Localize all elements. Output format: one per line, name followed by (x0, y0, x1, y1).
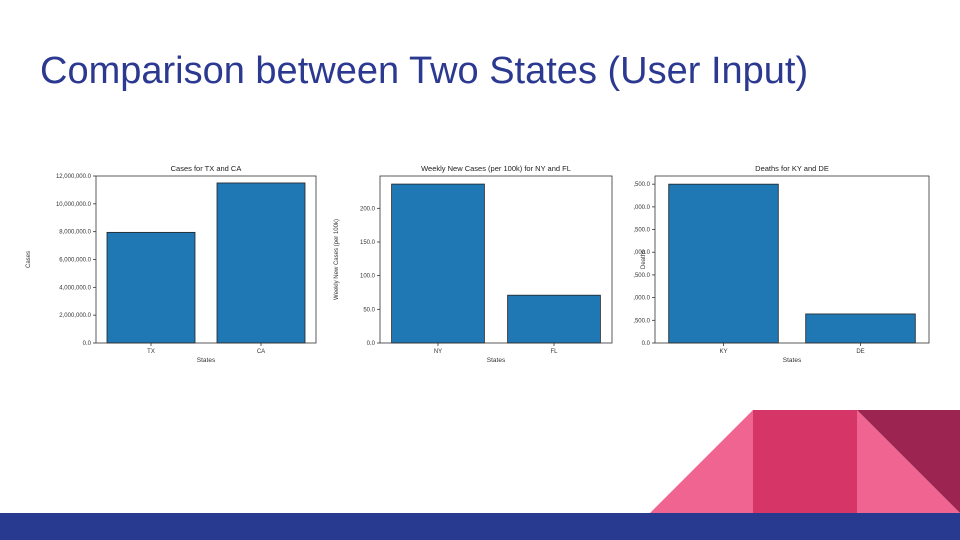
y-tick-label: 150.0 (360, 240, 376, 246)
bar-tx (106, 231, 196, 344)
plot-frame (654, 175, 930, 344)
y-tick-label: 6,000,000.0 (59, 258, 91, 264)
y-tick-label: 12,500.0 (633, 228, 651, 234)
x-tick-label: CA (257, 349, 265, 355)
y-tick-label: 2,000,000.0 (59, 313, 91, 319)
y-tick-label: 5,000.0 (633, 296, 651, 302)
x-axis-label: States (197, 357, 216, 364)
y-tick-label: 0.0 (642, 341, 651, 347)
chart-cases-tx-ca: 0.0 2,000,000.0 4,000,000.0 6,000,000.0 8,00… (18, 148, 318, 370)
chart-svg: 0.0 2,000,000.0 4,000,000.0 6,000,000.0 8,00… (26, 164, 317, 364)
bar-ny (391, 183, 485, 344)
chart-weekly-new-cases-ny-fl: 0.0 50.0 100.0 150.0 200.0 NY FL Weekly New Cas… (330, 148, 630, 370)
y-tick-label: 50.0 (363, 307, 375, 313)
y-axis-label: Weekly New Cases (per 100k) (334, 219, 340, 300)
chart-title: Weekly New Cases (per 100k) for NY and F… (421, 164, 571, 173)
bar-ca (216, 182, 306, 344)
y-tick-label: 100.0 (360, 274, 376, 280)
y-axis-label: Cases (26, 251, 32, 268)
y-tick-label: 4,000,000.0 (59, 285, 91, 291)
x-tick-label: FL (550, 349, 558, 355)
x-tick-label: KY (719, 349, 727, 355)
y-tick-label: 10,000.0 (633, 250, 651, 256)
y-axis-label: Deaths (641, 250, 647, 269)
y-tick-label: 2,500.0 (633, 318, 651, 324)
chart-deaths-ky-de: 0.0 2,500.0 5,000.0 7,500.0 10,000.0 12,500.0… (633, 148, 933, 370)
decor-square (753, 410, 857, 513)
x-tick-label: DE (856, 349, 864, 355)
y-tick-label: 8,000,000.0 (59, 230, 91, 236)
y-tick-label: 200.0 (360, 206, 376, 212)
x-axis-label: States (783, 357, 802, 364)
y-tick-label: 17,500.0 (633, 182, 651, 188)
plot-frame (379, 175, 613, 344)
decor-triangle-right-upper (857, 410, 960, 513)
bar-fl (507, 294, 601, 344)
x-axis-label: States (487, 357, 506, 364)
x-tick-label: NY (434, 349, 442, 355)
chart-title: Deaths for KY and DE (755, 164, 829, 173)
footer-bar (0, 513, 960, 540)
y-tick-label: 0.0 (367, 341, 376, 347)
chart-svg: 0.0 50.0 100.0 150.0 200.0 NY FL Weekly New Cas… (334, 164, 613, 364)
decor-triangle-left (650, 410, 753, 513)
bar-de (805, 313, 916, 344)
y-tick-label: 12,000,000.0 (56, 174, 92, 180)
y-tick-label: 7,500.0 (633, 273, 651, 279)
chart-svg: 0.0 2,500.0 5,000.0 7,500.0 10,000.0 12,500.0… (633, 164, 930, 364)
y-tick-label: 10,000,000.0 (56, 202, 92, 208)
x-tick-label: TX (147, 349, 155, 355)
chart-title: Cases for TX and CA (171, 164, 242, 173)
y-tick-label: 15,000.0 (633, 205, 651, 211)
y-tick-label: 0.0 (83, 341, 92, 347)
slide-title: Comparison between Two States (User Inpu… (40, 50, 809, 92)
